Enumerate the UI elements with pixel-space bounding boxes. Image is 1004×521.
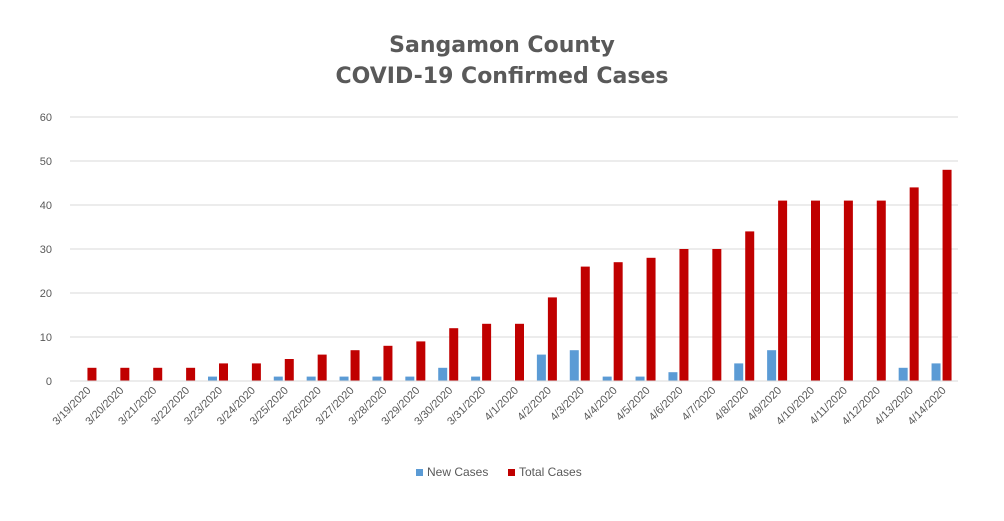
x-tick-label: 4/8/2020 [713,385,752,424]
legend-label: New Cases [427,465,488,479]
x-tick-label: 4/1/2020 [482,385,521,424]
legend-swatch [508,469,515,476]
total-cases-bar [712,249,722,381]
total-cases-bar [251,363,261,381]
new-cases-bar [668,372,678,381]
total-cases-bar [87,367,97,381]
y-tick-label: 0 [46,376,52,388]
total-cases-bar [120,367,130,381]
new-cases-bar [438,367,448,381]
new-cases-bar [767,350,777,381]
total-cases-bar [547,297,557,381]
total-cases-bar [942,169,952,381]
new-cases-bar [536,354,546,381]
legend-label: Total Cases [519,465,582,479]
x-tick-label: 4/4/2020 [581,385,620,424]
y-tick-label: 50 [40,156,52,168]
chart-title-line-2: COVID-19 Confirmed Cases [335,64,669,89]
new-cases-bar [306,376,316,381]
total-cases-bar [219,363,228,381]
x-tick-label: 4/3/2020 [548,385,587,424]
new-cases-bar [208,376,217,381]
total-cases-bar [350,350,360,381]
total-cases-bar [416,341,426,381]
y-tick-label: 20 [40,288,52,300]
x-tick-label: 4/2/2020 [515,385,554,424]
total-cases-bar [284,359,294,381]
total-cases-bar [153,367,163,381]
new-cases-bar [569,350,579,381]
total-cases-bar [383,345,393,381]
total-cases-bar [186,367,196,381]
legend: New Cases Total Cases [416,465,582,479]
new-cases-bar [405,376,415,381]
total-cases-bar [449,328,459,381]
chart-title: Sangamon County COVID-19 Confirmed Cases [0,30,1004,92]
new-cases-bar [372,376,382,381]
total-cases-bar [811,200,820,381]
total-cases-bar [515,323,524,381]
total-cases-bar [580,266,590,381]
new-cases-bar [635,376,645,381]
x-tick-label: 4/5/2020 [614,385,653,424]
chart-title-line-1: Sangamon County [389,33,615,58]
y-axis: 0 10 20 30 40 50 60 [40,112,52,388]
new-cases-bar [898,367,908,381]
total-cases-bar [745,231,755,381]
new-cases-bar [734,363,744,381]
bars [87,169,952,381]
total-cases-bar [613,262,623,381]
total-cases-bar [317,354,327,381]
x-axis: 3/19/20203/20/20203/21/20203/22/20203/23… [50,385,948,428]
total-cases-bar [909,187,919,381]
new-cases-bar [273,376,283,381]
new-cases-bar [602,376,612,381]
total-cases-bar [679,249,689,381]
x-tick-label: 4/6/2020 [647,385,686,424]
new-cases-bar [339,376,349,381]
total-cases-bar [646,257,656,381]
new-cases-bar [471,376,481,381]
y-tick-label: 60 [40,112,52,124]
total-cases-bar [778,200,788,381]
y-tick-label: 10 [40,332,52,344]
legend-swatch [416,469,423,476]
y-tick-label: 40 [40,200,52,212]
new-cases-bar [931,363,941,381]
y-tick-label: 30 [40,244,52,256]
total-cases-bar [843,200,853,381]
total-cases-bar [482,323,492,381]
gridlines [70,116,958,338]
x-tick-label: 4/7/2020 [680,385,719,424]
total-cases-bar [876,200,886,381]
